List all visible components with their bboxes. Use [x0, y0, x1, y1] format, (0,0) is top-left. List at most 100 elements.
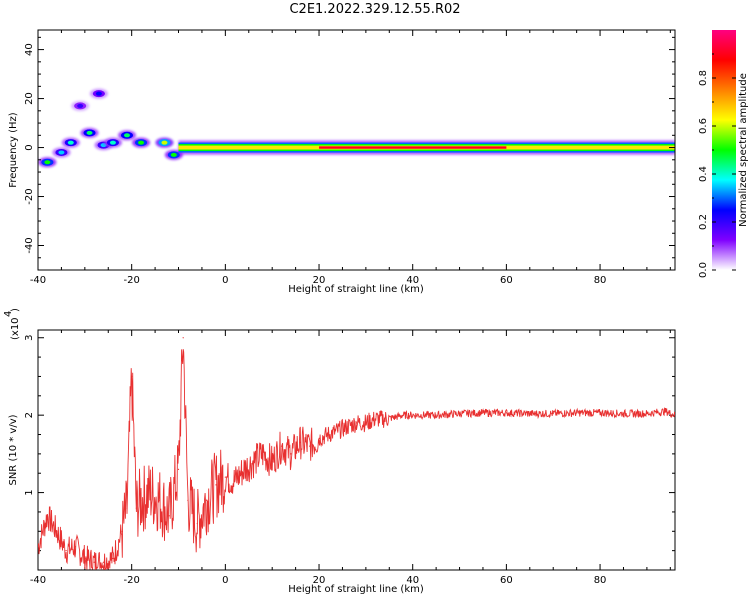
- snr-data-point: [206, 499, 208, 501]
- heatmap-blob-core: [77, 103, 84, 108]
- heatmap-x-tick-label: 80: [594, 275, 607, 286]
- heatmap-blob-core: [109, 140, 116, 145]
- snr-data-point: [365, 422, 367, 424]
- heatmap-y-axis-label: Frequency (Hz): [8, 112, 19, 188]
- snr-data-point: [435, 414, 437, 416]
- heatmap-blob-core: [44, 160, 51, 165]
- heatmap-blob-core: [58, 150, 65, 155]
- colorbar-tick-label: 0.6: [698, 118, 709, 134]
- heatmap-y-tick-label: 40: [24, 43, 35, 56]
- heatmap-blob-core: [86, 130, 93, 135]
- snr-data-point: [337, 430, 339, 432]
- snr-data-point: [243, 468, 245, 470]
- snr-data-point: [252, 461, 255, 463]
- snr-y-tick-label: 3: [24, 335, 35, 341]
- heatmap-blob-core: [138, 140, 145, 145]
- snr-series-line: [38, 349, 675, 570]
- snr-y-multiplier-exponent: 4: [3, 311, 14, 317]
- colorbar-tick-label: 0.2: [698, 214, 709, 230]
- heatmap-y-tick-label: -40: [24, 237, 35, 253]
- snr-x-tick-label: 40: [406, 575, 419, 586]
- snr-data-point: [271, 461, 273, 463]
- heatmap-blob-core: [123, 133, 130, 138]
- snr-data-point: [374, 418, 376, 420]
- snr-data-point: [182, 337, 184, 339]
- snr-data-point: [646, 413, 648, 415]
- colorbar: [712, 30, 736, 270]
- heatmap-y-tick-label: 0: [24, 144, 35, 150]
- snr-data-point: [102, 561, 105, 563]
- snr-data-point: [280, 445, 283, 447]
- heatmap-y-tick-label: 20: [24, 92, 35, 105]
- heatmap-band-peak: [319, 146, 507, 149]
- snr-data-point: [674, 414, 675, 416]
- snr-data-point: [552, 413, 554, 415]
- snr-data-point: [346, 426, 348, 428]
- heatmap-blob-core: [161, 140, 168, 145]
- snr-data-point: [665, 410, 667, 412]
- snr-y-tick-label: 1: [24, 489, 35, 495]
- snr-data-point: [177, 468, 180, 470]
- snr-data-point: [112, 557, 114, 559]
- snr-plot-frame: [37, 329, 676, 571]
- snr-data-point: [482, 412, 484, 414]
- heatmap-area: [38, 88, 675, 168]
- snr-data-point: [262, 453, 264, 455]
- snr-x-tick-label: 0: [222, 575, 228, 586]
- snr-data-point: [458, 413, 461, 415]
- snr-data-point: [215, 484, 217, 486]
- snr-data-point: [384, 418, 386, 420]
- heatmap-x-tick-label: 0: [222, 275, 228, 286]
- snr-data-point: [290, 453, 292, 455]
- snr-x-tick-label: -20: [124, 575, 140, 586]
- snr-y-tick-label: 2: [24, 412, 35, 418]
- snr-data-point: [299, 441, 301, 443]
- snr-y-axis-label: SNR (10 * v/v): [8, 414, 19, 485]
- snr-data-point: [74, 546, 77, 548]
- snr-data-point: [56, 530, 58, 532]
- snr-x-tick-label: 20: [313, 575, 326, 586]
- snr-x-tick-label: -40: [30, 575, 46, 586]
- snr-data-point: [93, 561, 95, 563]
- snr-data-point: [46, 515, 48, 517]
- colorbar-tick-label: 0.4: [698, 166, 709, 182]
- snr-data-point: [622, 413, 625, 415]
- heatmap-plot-frame: [37, 29, 676, 271]
- heatmap-blob-core: [67, 140, 74, 145]
- snr-data-point: [355, 422, 358, 424]
- snr-data-point: [196, 522, 198, 525]
- snr-data-point: [318, 437, 320, 439]
- snr-data-point: [529, 413, 531, 415]
- snr-data-point: [65, 550, 67, 552]
- snr-data-point: [402, 414, 404, 416]
- snr-x-tick-label: 80: [594, 575, 607, 586]
- snr-data-point: [84, 557, 86, 559]
- heatmap-y-tick-label: -20: [24, 188, 35, 204]
- snr-data-point: [135, 507, 137, 509]
- chart-title: C2E1.2022.329.12.55.R02: [289, 2, 461, 17]
- heatmap-blob-core: [95, 91, 102, 96]
- snr-data-point: [38, 546, 39, 548]
- heatmap-x-tick-label: 60: [500, 275, 513, 286]
- snr-data-point: [505, 412, 507, 414]
- snr-data-point: [309, 445, 311, 447]
- snr-data-point: [187, 499, 189, 501]
- colorbar-tick-label: 0.8: [698, 70, 709, 86]
- snr-data-point: [140, 499, 142, 501]
- heatmap-x-tick-label: -20: [124, 275, 140, 286]
- snr-data-point: [224, 476, 226, 478]
- snr-data-point: [599, 412, 601, 414]
- snr-data-point: [168, 515, 170, 517]
- snr-data-point: [159, 499, 161, 501]
- heatmap-x-tick-label: 40: [406, 275, 419, 286]
- heatmap-blob-core: [170, 152, 177, 157]
- snr-data-point: [393, 416, 395, 419]
- snr-data-point: [412, 414, 414, 416]
- snr-data-point: [327, 433, 329, 436]
- heatmap-x-axis-label: Height of straight line (km): [288, 284, 424, 295]
- snr-data-point: [234, 480, 236, 482]
- heatmap-x-tick-label: 20: [313, 275, 326, 286]
- snr-x-tick-label: 60: [500, 575, 513, 586]
- snr-y-multiplier-close: ): [10, 308, 21, 312]
- snr-data-point: [126, 507, 128, 509]
